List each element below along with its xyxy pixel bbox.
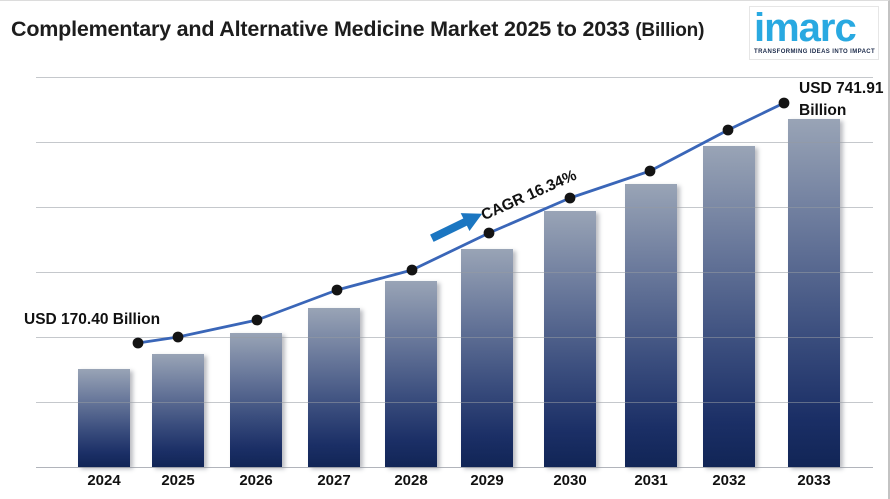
trend-marker-2033 <box>778 97 790 109</box>
gridline <box>36 402 873 403</box>
bar-2030 <box>544 210 596 467</box>
trend-marker-2031 <box>644 165 656 177</box>
x-axis-label-2030: 2030 <box>553 472 587 489</box>
trend-marker-2030 <box>564 192 576 204</box>
x-axis-label-2033: 2033 <box>797 472 831 489</box>
bar-2031 <box>625 183 677 467</box>
gridline <box>36 77 873 78</box>
trend-marker-2029 <box>483 227 495 239</box>
trend-marker-2032 <box>722 124 734 136</box>
start-value-label: USD 170.40 Billion <box>24 311 161 328</box>
bar-2029 <box>461 249 513 467</box>
trend-marker-2026 <box>251 314 263 326</box>
x-axis-label-2032: 2032 <box>712 472 746 489</box>
bar-2028 <box>385 280 437 467</box>
trend-marker-2028 <box>406 264 418 276</box>
x-axis-label-2027: 2027 <box>317 472 351 489</box>
gridline <box>36 337 873 338</box>
bar-2033 <box>788 118 840 467</box>
bar-2027 <box>308 307 360 467</box>
x-axis-label-2028: 2028 <box>394 472 428 489</box>
x-axis-label-2029: 2029 <box>470 472 504 489</box>
imarc-logo-wordmark: imarc <box>754 6 857 50</box>
x-axis-label-2031: 2031 <box>634 472 668 489</box>
gridline <box>36 272 873 273</box>
cagr-arrow-icon <box>427 204 487 248</box>
gridline <box>36 207 873 208</box>
gridline <box>36 142 873 143</box>
imarc-logo-tagline: TRANSFORMING IDEAS INTO IMPACT <box>754 49 876 55</box>
bar-2024 <box>78 369 130 467</box>
trend-marker-2024 <box>132 337 144 349</box>
end-value-label: USD 741.91 Billion <box>799 80 884 119</box>
page-title-main: Complementary and Alternative Medicine M… <box>11 17 630 41</box>
x-axis-label-2024: 2024 <box>87 472 121 489</box>
page-title: Complementary and Alternative Medicine M… <box>11 17 704 42</box>
imarc-logo: imarc TRANSFORMING IDEAS INTO IMPACT <box>749 6 879 60</box>
page-title-suffix: (Billion) <box>635 20 705 41</box>
trend-marker-2027 <box>331 284 343 296</box>
x-axis-label-2026: 2026 <box>239 472 273 489</box>
bar-2026 <box>230 333 282 467</box>
gridline <box>36 467 873 468</box>
bar-2032 <box>703 146 755 467</box>
x-axis-label-2025: 2025 <box>161 472 195 489</box>
bar-2025 <box>152 353 204 467</box>
cagr-arrow-shaft <box>430 218 468 242</box>
